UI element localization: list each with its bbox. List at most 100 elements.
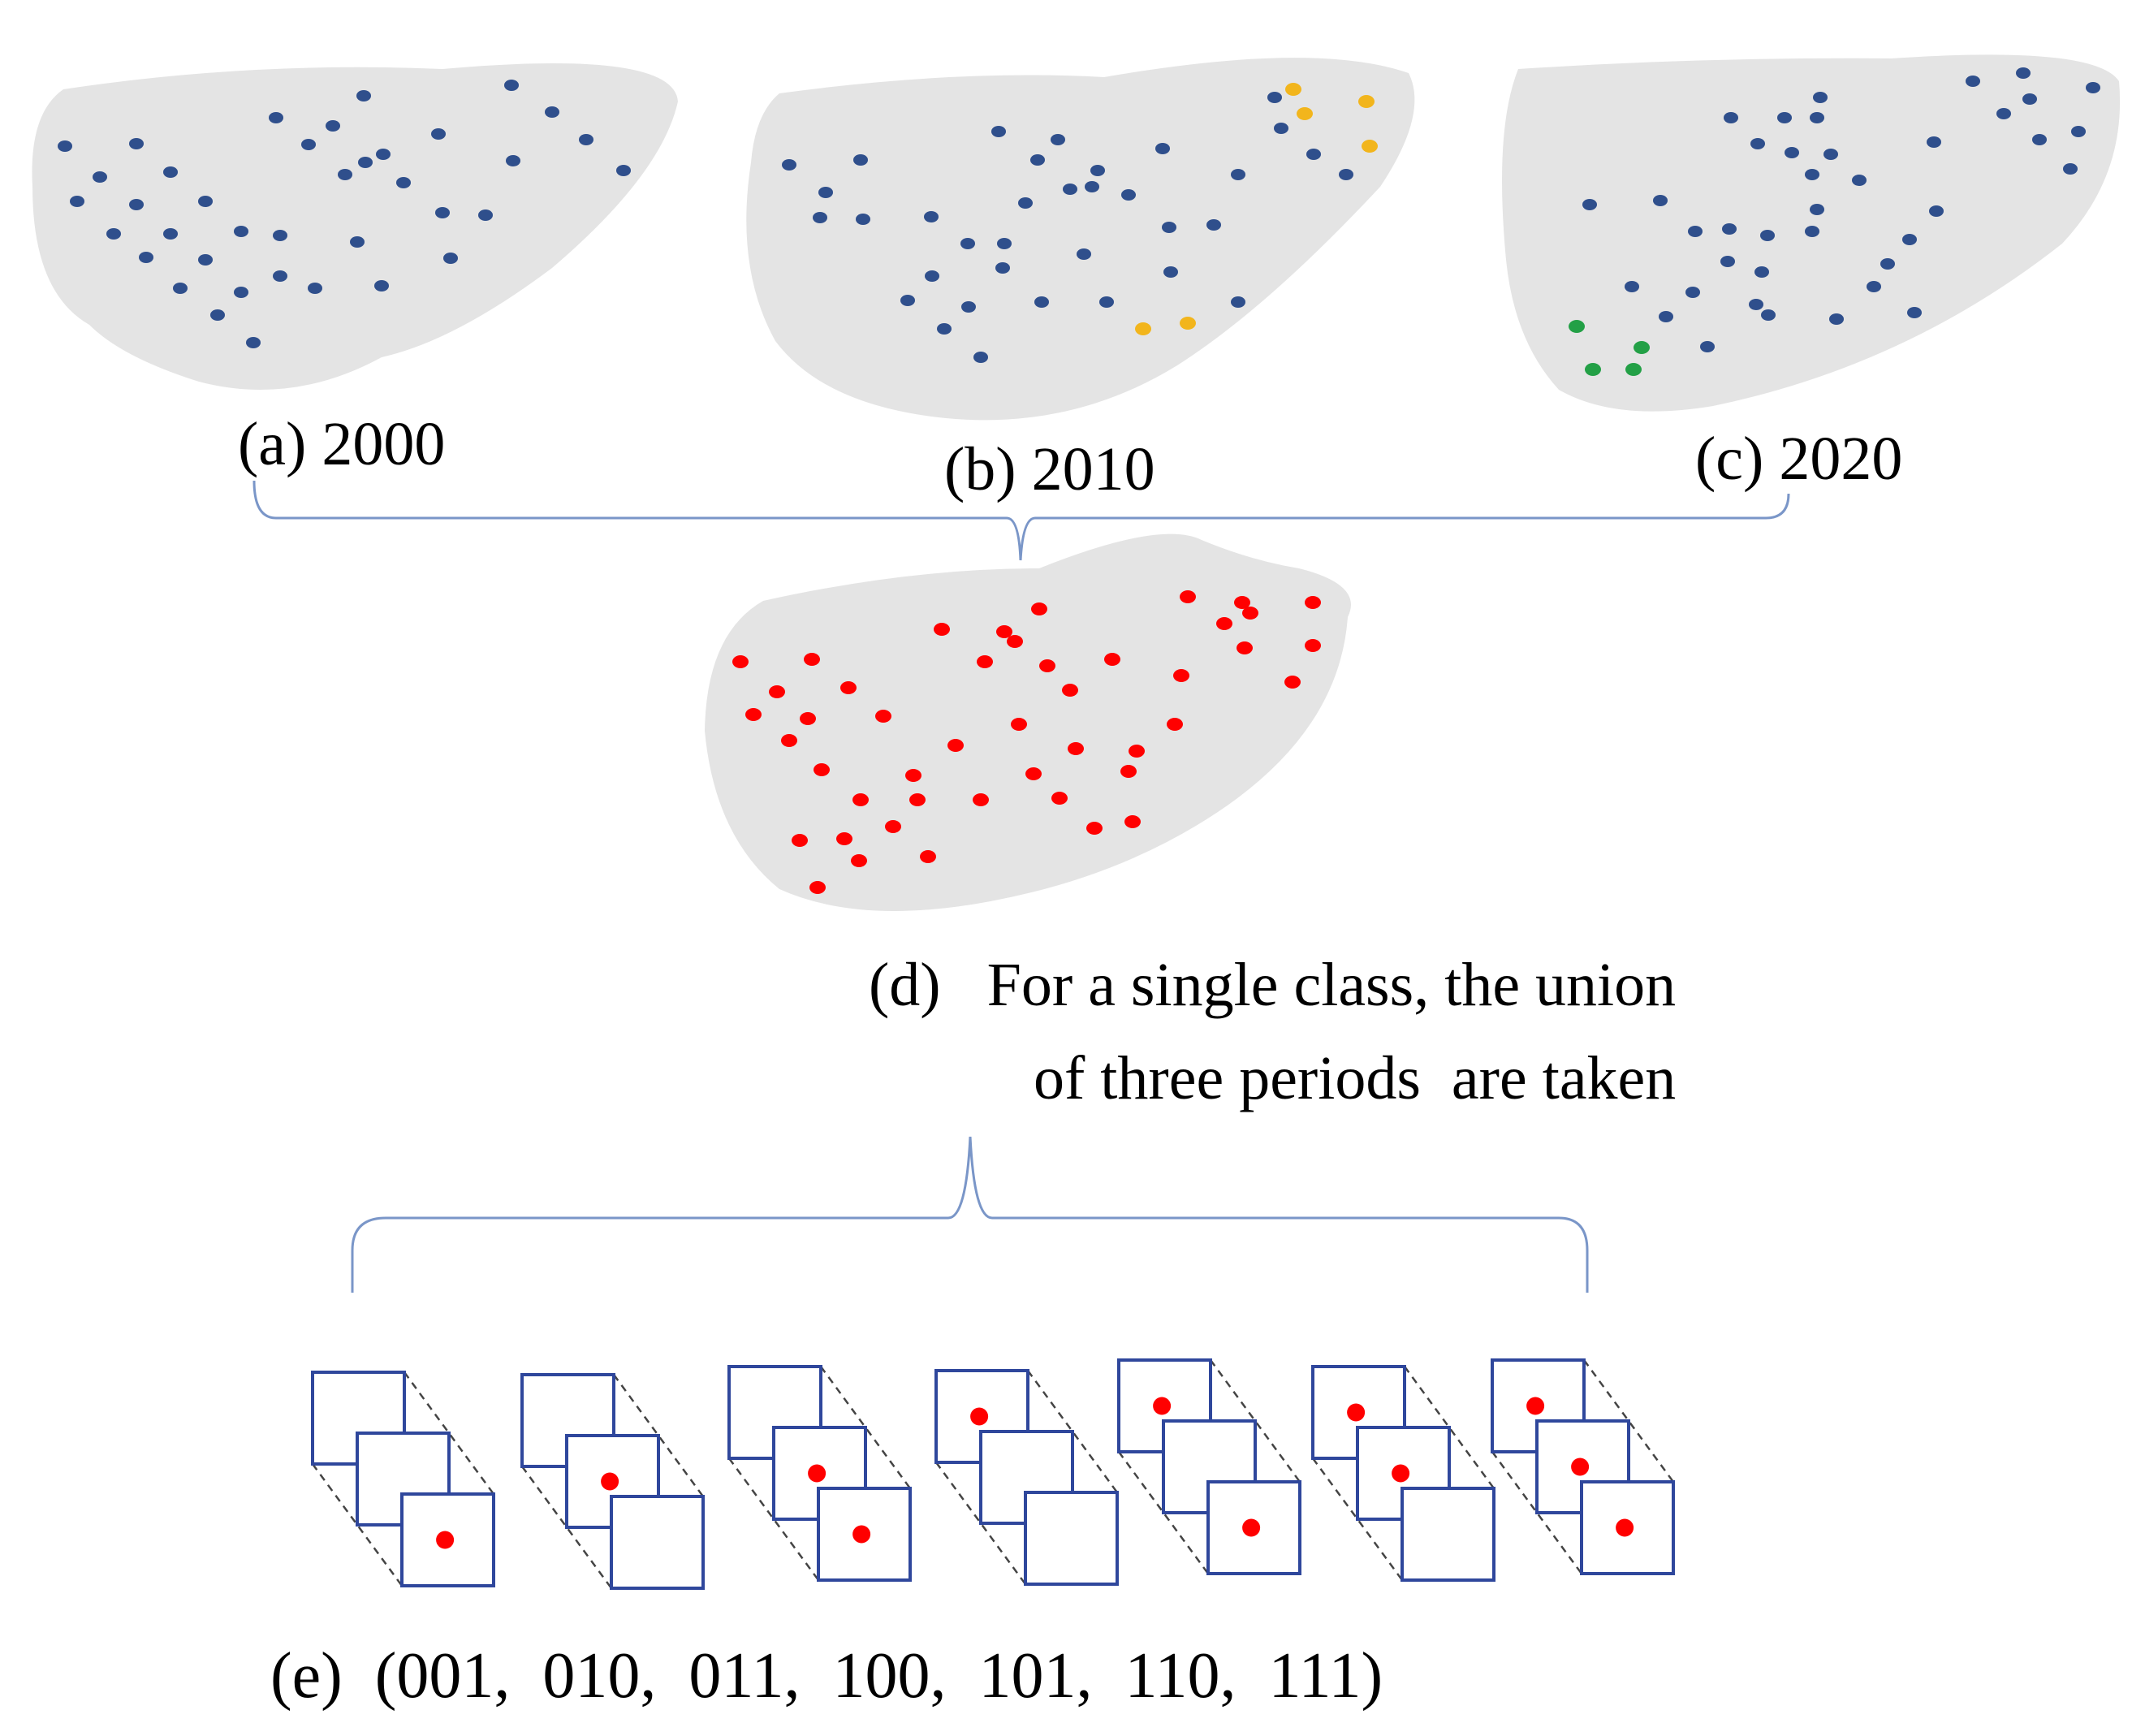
cube-011	[727, 1365, 912, 1582]
panel-b-label: (b) 2010	[944, 435, 1155, 503]
region-2000-shape	[32, 63, 678, 391]
point-2010-existing	[1085, 181, 1099, 192]
point-2000	[234, 287, 248, 298]
cube-010	[520, 1373, 705, 1590]
point-union	[1039, 659, 1055, 672]
point-union	[905, 769, 921, 782]
point-union	[1086, 822, 1103, 835]
point-union	[1167, 718, 1183, 731]
point-2000	[356, 90, 371, 101]
point-2020-existing	[1653, 195, 1668, 206]
point-union	[1129, 745, 1145, 758]
point-2020-existing	[1927, 136, 1941, 148]
point-2000	[273, 230, 287, 241]
panel-a-label: (a) 2000	[238, 410, 445, 478]
bracket-codes	[351, 1136, 1589, 1293]
point-union	[809, 881, 826, 894]
point-union	[996, 625, 1012, 638]
point-2020-existing	[1700, 341, 1715, 352]
point-2020-existing	[1750, 138, 1765, 149]
cube-point	[1347, 1403, 1366, 1422]
point-2000	[198, 196, 213, 207]
point-2000	[129, 199, 144, 210]
point-2010-existing	[1231, 296, 1245, 308]
point-2020-existing	[1688, 226, 1703, 237]
point-2000	[506, 155, 520, 166]
point-2020-existing	[1724, 112, 1738, 123]
point-2020-new	[1569, 320, 1585, 333]
point-2020-existing	[1722, 223, 1737, 235]
point-2020-existing	[1813, 92, 1828, 103]
point-2000	[308, 283, 322, 294]
point-2020-existing	[1852, 175, 1867, 186]
point-2020-existing	[2022, 93, 2037, 105]
point-2020-existing	[1754, 266, 1769, 278]
point-2000	[198, 254, 213, 266]
cube-square-3	[1401, 1487, 1495, 1582]
point-2000	[350, 236, 365, 248]
point-2010-existing	[1162, 222, 1176, 233]
point-2010-new	[1135, 322, 1151, 335]
point-2010-existing	[960, 238, 975, 249]
point-union	[1284, 676, 1301, 689]
point-union	[804, 653, 820, 666]
point-union	[1051, 792, 1068, 805]
point-2020-existing	[1777, 112, 1792, 123]
point-2010-new	[1180, 317, 1196, 330]
point-2000	[93, 171, 107, 183]
cube-square-3	[1024, 1491, 1119, 1586]
point-union	[852, 793, 869, 806]
point-union	[1007, 635, 1023, 648]
point-union	[836, 832, 852, 845]
point-2000	[269, 112, 283, 123]
point-2010-existing	[937, 323, 952, 335]
point-union	[1104, 653, 1120, 666]
point-2020-existing	[1785, 147, 1799, 158]
point-union	[840, 681, 857, 694]
point-union	[781, 734, 797, 747]
point-2020-new	[1634, 341, 1650, 354]
point-2010-existing	[973, 352, 988, 363]
point-union	[947, 739, 964, 752]
point-2010-existing	[1018, 197, 1033, 209]
cube-point	[436, 1531, 455, 1549]
point-2010-new	[1297, 107, 1313, 120]
point-2010-existing	[1034, 296, 1049, 308]
cube-point	[1392, 1464, 1410, 1483]
point-2000	[435, 207, 450, 218]
point-2000	[70, 196, 84, 207]
cube-point	[1526, 1397, 1545, 1415]
point-2020-existing	[1829, 313, 1844, 325]
point-2010-existing	[1051, 134, 1065, 145]
cube-point	[1242, 1518, 1261, 1537]
point-2020-existing	[1760, 230, 1775, 241]
point-2020-existing	[2016, 67, 2031, 79]
point-union	[1234, 596, 1250, 609]
point-union	[977, 655, 993, 668]
panel-d-label-line2: of three periods are taken	[1034, 1044, 1676, 1112]
point-union	[1025, 767, 1042, 780]
point-2000	[431, 128, 446, 140]
point-2000	[210, 309, 225, 321]
point-union	[1124, 815, 1141, 828]
point-union	[1120, 765, 1137, 778]
point-2020-existing	[2086, 82, 2100, 93]
panel-d-label-line1: (d) For a single class, the union	[869, 951, 1676, 1019]
point-2010-new	[1358, 95, 1375, 108]
point-union	[1216, 617, 1232, 630]
point-2010-existing	[924, 211, 939, 222]
point-2010-existing	[1306, 149, 1321, 160]
point-union	[1237, 641, 1253, 654]
point-2010-existing	[991, 126, 1006, 137]
point-2020-existing	[1805, 226, 1819, 237]
cube-100	[934, 1369, 1119, 1586]
point-2020-existing	[1685, 287, 1700, 298]
point-2000	[301, 139, 316, 150]
cube-point	[970, 1407, 989, 1426]
point-2000	[358, 157, 373, 168]
cube-110	[1311, 1365, 1495, 1582]
point-2020-existing	[1810, 112, 1824, 123]
cube-point	[601, 1472, 619, 1491]
point-union	[1011, 718, 1027, 731]
point-2020-existing	[1582, 199, 1597, 210]
